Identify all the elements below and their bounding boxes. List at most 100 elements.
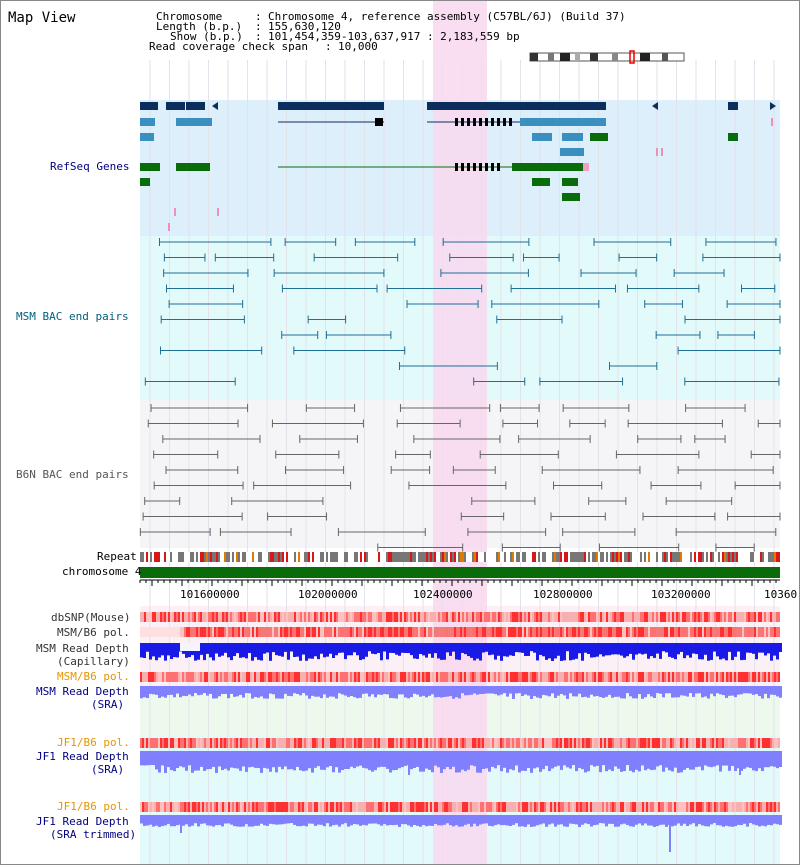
jf1-depth-trimmed-bar <box>482 815 485 824</box>
repeat-mark <box>524 552 526 562</box>
dbsnp-heatmap-cell <box>358 612 360 622</box>
msm-b6-pol-heatmap-2-cell <box>190 672 192 682</box>
msm-b6-pol-heatmap-2-cell <box>594 672 596 682</box>
jf1-b6-pol-heatmap-2-cell <box>386 802 388 812</box>
ideogram-band <box>575 53 580 61</box>
jf1-depth-sra-bar <box>740 751 743 771</box>
msm-depth-sra-bar <box>428 686 431 696</box>
repeat-mark <box>576 552 578 562</box>
msm-b6-pol-heatmap-cell <box>346 627 348 637</box>
track-label-dbsnp[interactable]: dbSNP(Mouse) <box>51 611 131 624</box>
msm-b6-pol-heatmap-2-cell <box>514 672 516 682</box>
msm-b6-pol-heatmap-cell <box>200 627 202 637</box>
jf1-b6-pol-heatmap-2-cell <box>270 802 272 812</box>
dbsnp-heatmap-cell <box>682 612 684 622</box>
repeat-mark <box>616 552 618 562</box>
track-label-msm-depth-sra[interactable]: MSM Read Depth <box>36 685 129 698</box>
repeat-mark <box>578 552 580 562</box>
msm-depth-sra-bar <box>233 686 236 697</box>
dbsnp-heatmap-cell <box>764 612 766 622</box>
jf1-b6-pol-heatmap-cell <box>438 738 440 748</box>
track-label-msm-b6-pol-2[interactable]: MSM/B6 pol. <box>57 670 130 683</box>
track-label-msm-b6-pol-1[interactable]: MSM/B6 pol. <box>57 626 130 639</box>
msm-depth-sra-bar <box>542 686 545 695</box>
track-label-jf1-b6-pol-2[interactable]: JF1/B6 pol. <box>57 800 130 813</box>
msm-depth-capillary-bar <box>332 643 335 659</box>
msm-b6-pol-heatmap-cell <box>524 627 526 637</box>
jf1-depth-trimmed-bar <box>386 815 389 826</box>
msm-b6-pol-heatmap-2-cell <box>382 672 384 682</box>
jf1-b6-pol-heatmap-2-cell <box>586 802 588 812</box>
track-label-msm-depth-capillary[interactable]: MSM Read Depth <box>36 642 129 655</box>
jf1-b6-pol-heatmap-cell <box>664 738 666 748</box>
msm-b6-pol-heatmap-2-cell <box>148 672 150 682</box>
jf1-b6-pol-heatmap-cell <box>140 738 142 748</box>
jf1-b6-pol-heatmap-2-cell <box>704 802 706 812</box>
msm-depth-sra-bar <box>380 686 383 695</box>
msm-b6-pol-heatmap-cell <box>598 627 600 637</box>
jf1-depth-sra-bar <box>674 751 677 768</box>
msm-depth-sra-bar <box>470 686 473 695</box>
repeat-mark <box>158 552 160 562</box>
dbsnp-heatmap-cell <box>388 612 390 622</box>
jf1-depth-trimmed-bar <box>611 815 614 824</box>
repeat-mark <box>390 552 392 562</box>
msm-depth-capillary-bar <box>758 643 761 653</box>
dbsnp-heatmap-cell <box>612 612 614 622</box>
jf1-depth-trimmed-bar <box>605 815 608 827</box>
repeat-mark <box>252 552 254 562</box>
msm-b6-pol-heatmap-cell <box>482 627 484 637</box>
msm-depth-sra-bar <box>593 686 596 697</box>
msm-depth-sra-bar <box>377 686 380 695</box>
jf1-depth-sra-bar <box>443 751 446 770</box>
track-label-jf1-depth-sra[interactable]: JF1 Read Depth <box>36 750 129 763</box>
jf1-b6-pol-heatmap-2-cell <box>244 802 246 812</box>
msm-b6-pol-heatmap-2-cell <box>346 672 348 682</box>
jf1-depth-trimmed-bar <box>452 815 455 827</box>
jf1-depth-trimmed-bar <box>536 815 539 826</box>
track-label-refseq[interactable]: RefSeq Genes <box>50 160 130 173</box>
repeat-mark <box>458 552 460 562</box>
jf1-depth-sra-bar <box>248 751 251 768</box>
jf1-b6-pol-heatmap-cell <box>458 738 460 748</box>
track-label-msm-bac[interactable]: MSM BAC end pairs <box>16 310 129 323</box>
msm-b6-pol-heatmap-2-cell <box>418 672 420 682</box>
msm-b6-pol-heatmap-2-cell <box>778 672 780 682</box>
msm-b6-pol-heatmap-cell <box>530 627 532 637</box>
msm-depth-capillary-bar <box>239 643 242 658</box>
msm-depth-sra-bar <box>533 686 536 697</box>
jf1-b6-pol-heatmap-cell <box>360 738 362 748</box>
jf1-depth-trimmed-bar <box>464 815 467 825</box>
msm-depth-capillary-bar <box>269 643 272 661</box>
repeat-mark <box>312 552 314 562</box>
repeat-mark <box>392 552 394 562</box>
msm-depth-sra-bar <box>701 686 704 698</box>
track-label-jf1-b6-pol-1[interactable]: JF1/B6 pol. <box>57 736 130 749</box>
jf1-b6-pol-heatmap-2-cell <box>478 802 480 812</box>
msm-depth-capillary-bar <box>593 643 596 658</box>
jf1-b6-pol-heatmap-cell <box>218 738 220 748</box>
jf1-depth-sra-bar <box>401 751 404 768</box>
jf1-b6-pol-heatmap-2-cell <box>546 802 548 812</box>
msm-b6-pol-heatmap-cell <box>336 627 338 637</box>
jf1-depth-sra-bar <box>527 751 530 769</box>
track-label-jf1-depth-trimmed[interactable]: JF1 Read Depth <box>36 815 129 828</box>
msm-b6-pol-heatmap-cell <box>308 627 310 637</box>
msm-depth-sra-bar <box>242 686 245 698</box>
msm-b6-pol-heatmap-2-cell <box>380 672 382 682</box>
repeat-mark <box>710 552 712 562</box>
msm-depth-capillary-bar <box>377 643 380 653</box>
msm-b6-pol-heatmap-2-cell <box>664 672 666 682</box>
msm-b6-pol-heatmap-2-cell <box>724 672 726 682</box>
repeat-mark <box>298 552 300 562</box>
jf1-b6-pol-heatmap-cell <box>644 738 646 748</box>
repeat-mark <box>282 552 284 562</box>
dbsnp-heatmap-cell <box>194 612 196 622</box>
repeat-mark <box>354 552 356 562</box>
msm-depth-sra-bar <box>143 686 146 698</box>
dbsnp-heatmap-cell <box>716 612 718 622</box>
jf1-depth-trimmed-bar <box>236 815 239 827</box>
track-label-repeat[interactable]: Repeat <box>97 550 137 563</box>
track-label-b6n-bac[interactable]: B6N BAC end pairs <box>16 468 129 481</box>
